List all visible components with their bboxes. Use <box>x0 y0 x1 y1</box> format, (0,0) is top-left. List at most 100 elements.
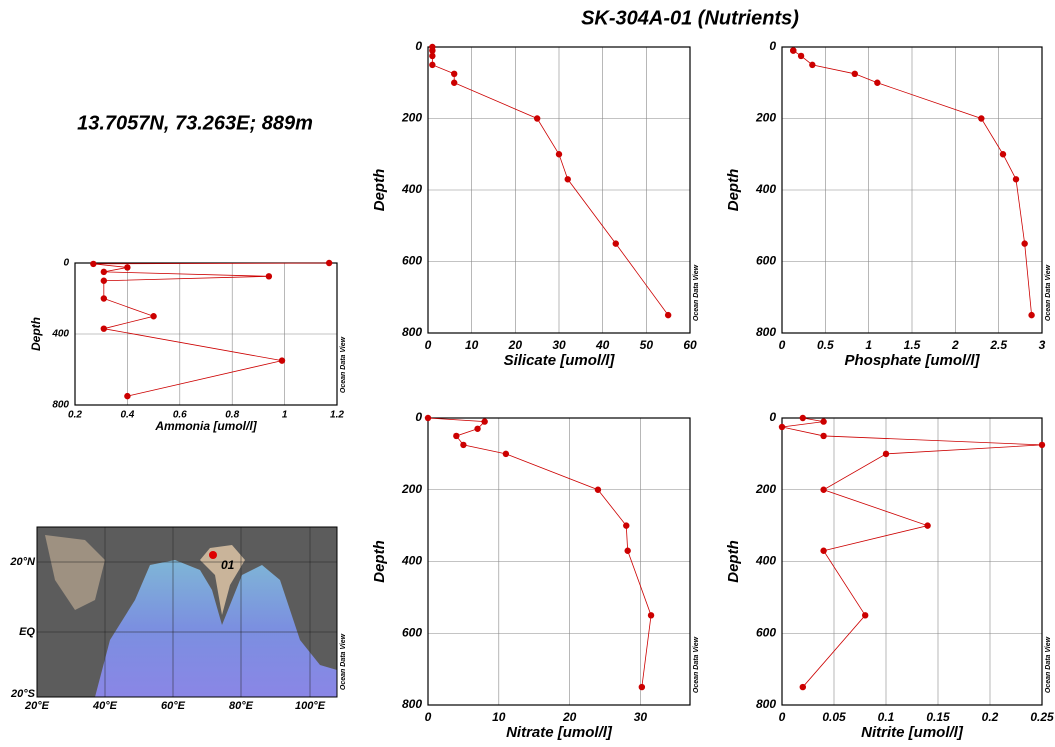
x-axis-label: Silicate [umol/l] <box>504 352 616 369</box>
data-point <box>798 53 804 59</box>
page: SK-304A-01 (Nutrients) 13.7057N, 73.263E… <box>0 0 1055 747</box>
x-tick-label: 50 <box>640 338 654 352</box>
data-point <box>924 522 930 528</box>
x-tick-label: 3 <box>1039 338 1046 352</box>
data-point <box>453 433 459 439</box>
data-point <box>809 62 815 68</box>
data-point <box>565 176 571 182</box>
x-axis-label: Nitrate [umol/l] <box>506 724 613 741</box>
y-tick-label: 200 <box>755 482 776 496</box>
data-point <box>790 47 796 53</box>
y-tick-label: 400 <box>755 554 776 568</box>
data-point <box>474 426 480 432</box>
data-point <box>978 115 984 121</box>
x-tick-label: 2.5 <box>989 338 1007 352</box>
y-tick-label: 200 <box>401 482 422 496</box>
data-point <box>665 312 671 318</box>
x-tick-label: 1.2 <box>330 410 344 421</box>
lon-label: 40°E <box>92 700 118 712</box>
y-tick-label: 0 <box>415 39 422 53</box>
x-tick-label: 10 <box>465 338 479 352</box>
data-point <box>556 151 562 157</box>
data-point <box>648 612 654 618</box>
data-point <box>429 62 435 68</box>
data-point <box>800 415 806 421</box>
data-point <box>852 71 858 77</box>
data-point <box>1013 176 1019 182</box>
data-point <box>820 548 826 554</box>
data-point <box>595 487 601 493</box>
y-axis-label: Depth <box>725 169 742 212</box>
data-point <box>639 684 645 690</box>
page-title: SK-304A-01 (Nutrients) <box>581 7 799 29</box>
x-tick-label: 1.5 <box>904 338 921 352</box>
data-point <box>1000 151 1006 157</box>
data-point <box>534 115 540 121</box>
data-point <box>124 264 130 270</box>
y-axis-label: Depth <box>371 169 388 212</box>
lat-label: 20°S <box>10 688 36 700</box>
data-point <box>451 80 457 86</box>
x-tick-label: 0.25 <box>1030 710 1054 724</box>
lon-label: 80°E <box>229 700 254 712</box>
station-location: 13.7057N, 73.263E; 889m <box>77 112 313 134</box>
map: 01 20°N EQ 20°S 20°E 40°E 60°E 80°E 100°… <box>9 527 346 712</box>
y-tick-label: 400 <box>51 329 69 340</box>
y-tick-label: 400 <box>401 554 422 568</box>
x-tick-label: 2 <box>951 338 959 352</box>
lon-label: 20°E <box>24 700 50 712</box>
x-tick-label: 60 <box>683 338 697 352</box>
y-tick-label: 800 <box>52 400 69 411</box>
watermark: Ocean Data View <box>340 336 347 393</box>
y-tick-label: 0 <box>63 258 69 269</box>
x-tick-label: 0.2 <box>982 710 999 724</box>
x-tick-label: 0.4 <box>120 410 134 421</box>
data-point <box>429 53 435 59</box>
y-axis-label: Depth <box>725 540 742 583</box>
data-point <box>624 548 630 554</box>
y-tick-label: 200 <box>401 111 422 125</box>
y-axis-label: Depth <box>371 540 388 583</box>
data-point <box>862 612 868 618</box>
x-tick-label: 40 <box>595 338 610 352</box>
y-tick-label: 400 <box>755 182 776 196</box>
data-point <box>451 71 457 77</box>
watermark: Ocean Data View <box>340 633 347 690</box>
x-tick-label: 20 <box>508 338 523 352</box>
data-point <box>820 487 826 493</box>
data-point <box>90 261 96 267</box>
x-tick-label: 0 <box>425 710 432 724</box>
data-point <box>883 451 889 457</box>
x-tick-label: 0.2 <box>68 410 82 421</box>
data-point <box>150 313 156 319</box>
x-tick-label: 0 <box>779 338 786 352</box>
data-point <box>425 415 431 421</box>
x-tick-label: 20 <box>562 710 577 724</box>
data-point <box>503 451 509 457</box>
x-tick-label: 30 <box>552 338 566 352</box>
data-point <box>800 684 806 690</box>
y-tick-label: 800 <box>402 697 422 711</box>
data-point <box>613 240 619 246</box>
y-tick-label: 800 <box>756 325 776 339</box>
y-tick-label: 600 <box>756 625 776 639</box>
station-label: 01 <box>221 558 235 572</box>
x-tick-label: 1 <box>282 410 288 421</box>
x-tick-label: 0 <box>779 710 786 724</box>
data-line <box>793 51 1031 316</box>
lat-label: 20°N <box>9 556 36 568</box>
x-tick-label: 0.05 <box>822 710 846 724</box>
data-point <box>1021 240 1027 246</box>
data-point <box>874 80 880 86</box>
x-axis-label: Nitrite [umol/l] <box>861 724 964 741</box>
x-tick-label: 0.15 <box>926 710 950 724</box>
watermark: Ocean Data View <box>693 264 700 321</box>
data-point <box>266 273 272 279</box>
data-point <box>101 295 107 301</box>
lon-label: 60°E <box>161 700 186 712</box>
x-tick-label: 0 <box>425 338 432 352</box>
lat-label: EQ <box>19 626 35 638</box>
